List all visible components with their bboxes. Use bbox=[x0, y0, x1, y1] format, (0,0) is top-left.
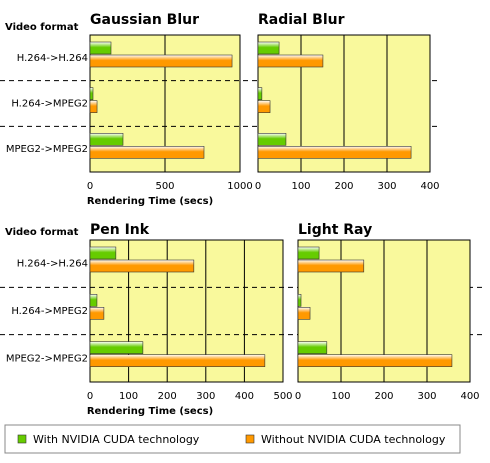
legend-swatch bbox=[17, 434, 27, 444]
bar bbox=[89, 246, 117, 260]
bar bbox=[89, 259, 195, 273]
x-tick-label: 0 bbox=[295, 391, 301, 402]
bar bbox=[257, 133, 287, 146]
y-axis-label: Video format bbox=[5, 22, 79, 33]
bar bbox=[89, 87, 94, 100]
bar bbox=[297, 354, 453, 367]
x-tick-label: 1000 bbox=[227, 181, 252, 192]
bar bbox=[297, 307, 311, 320]
legend-label: Without NVIDIA CUDA technology bbox=[261, 433, 446, 446]
bar bbox=[89, 133, 124, 146]
x-tick-label: 400 bbox=[420, 181, 439, 192]
y-tick-label: H.264->MPEG2 bbox=[11, 306, 88, 317]
y-tick-label: H.264->H.264 bbox=[17, 53, 88, 64]
bar bbox=[89, 341, 144, 354]
legend-box bbox=[4, 424, 461, 454]
legend-label: With NVIDIA CUDA technology bbox=[33, 433, 200, 446]
x-tick-label: 300 bbox=[417, 391, 436, 402]
x-tick-label: 0 bbox=[255, 181, 261, 192]
x-tick-label: 200 bbox=[158, 391, 177, 402]
x-tick-label: 400 bbox=[460, 391, 479, 402]
bar bbox=[257, 54, 324, 68]
bar bbox=[89, 354, 266, 367]
x-tick-label: 100 bbox=[331, 391, 350, 402]
y-tick-label: MPEG2->MPEG2 bbox=[6, 144, 88, 155]
bar bbox=[297, 246, 320, 260]
bar bbox=[257, 146, 412, 159]
bar bbox=[257, 87, 263, 100]
legend-swatch bbox=[245, 434, 255, 444]
x-axis-label: Rendering Time (secs) bbox=[87, 406, 213, 417]
bar bbox=[89, 54, 233, 68]
bar bbox=[89, 146, 205, 159]
x-tick-label: 0 bbox=[87, 181, 93, 192]
x-tick-label: 300 bbox=[196, 391, 215, 402]
x-axis-label: Rendering Time (secs) bbox=[87, 196, 213, 207]
chart-title: Light Ray bbox=[298, 222, 372, 238]
chart-title: Pen Ink bbox=[90, 222, 150, 238]
x-tick-label: 300 bbox=[377, 181, 396, 192]
y-tick-label: H.264->H.264 bbox=[17, 259, 88, 270]
x-tick-label: 400 bbox=[235, 391, 254, 402]
y-axis-label: Video format bbox=[5, 227, 79, 238]
x-tick-label: 200 bbox=[334, 181, 353, 192]
bar bbox=[257, 100, 271, 113]
bar bbox=[297, 341, 328, 354]
bar bbox=[89, 41, 112, 55]
bar bbox=[297, 259, 365, 273]
x-tick-label: 0 bbox=[87, 391, 93, 402]
x-tick-label: 500 bbox=[273, 391, 292, 402]
bar bbox=[89, 100, 98, 113]
y-tick-label: MPEG2->MPEG2 bbox=[6, 353, 88, 364]
x-tick-label: 100 bbox=[119, 391, 138, 402]
bar bbox=[89, 307, 105, 320]
chart-title: Radial Blur bbox=[258, 12, 345, 28]
x-tick-label: 100 bbox=[291, 181, 310, 192]
chart-title: Gaussian Blur bbox=[90, 12, 199, 28]
bar bbox=[257, 41, 280, 55]
x-tick-label: 200 bbox=[374, 391, 393, 402]
y-tick-label: H.264->MPEG2 bbox=[11, 99, 88, 110]
bar bbox=[297, 294, 302, 307]
x-tick-label: 500 bbox=[155, 181, 174, 192]
bar bbox=[89, 294, 98, 307]
